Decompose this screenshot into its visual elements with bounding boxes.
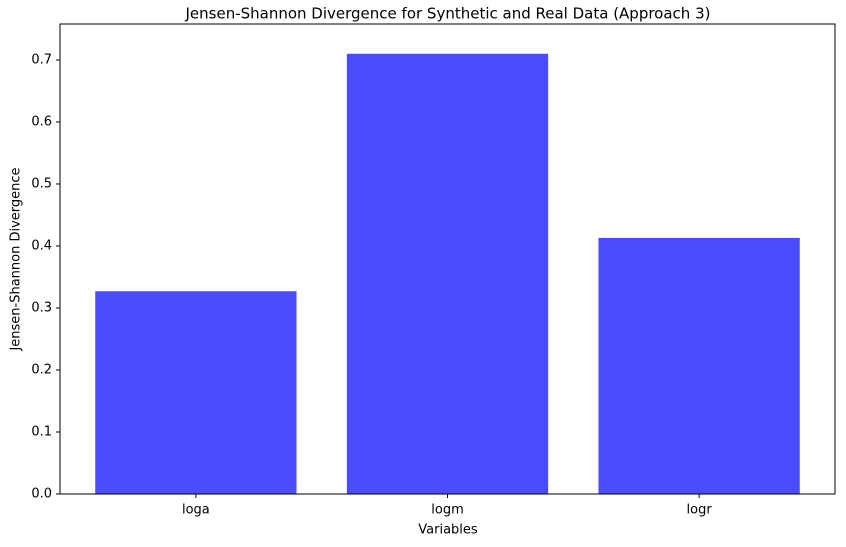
y-axis-label: Jensen-Shannon Divergence <box>9 167 24 351</box>
y-tick-label: 0.2 <box>31 362 52 377</box>
bar <box>95 291 297 494</box>
y-tick-label: 0.7 <box>31 52 52 67</box>
y-tick-label: 0.0 <box>31 487 52 502</box>
y-tick-label: 0.3 <box>31 300 52 315</box>
x-axis-label: Variables <box>418 523 478 538</box>
x-tick-label: loga <box>182 503 210 518</box>
chart-title: Jensen-Shannon Divergence for Synthetic … <box>185 5 711 23</box>
y-tick-label: 0.4 <box>31 238 52 253</box>
bar <box>598 237 800 494</box>
bar <box>346 53 549 494</box>
y-tick-label: 0.5 <box>31 176 52 191</box>
y-tick-label: 0.1 <box>31 424 52 439</box>
plot-frame <box>59 23 836 495</box>
x-tick-label: logr <box>687 503 713 518</box>
y-tick-label: 0.6 <box>31 114 52 129</box>
x-tick-label: logm <box>431 503 463 518</box>
